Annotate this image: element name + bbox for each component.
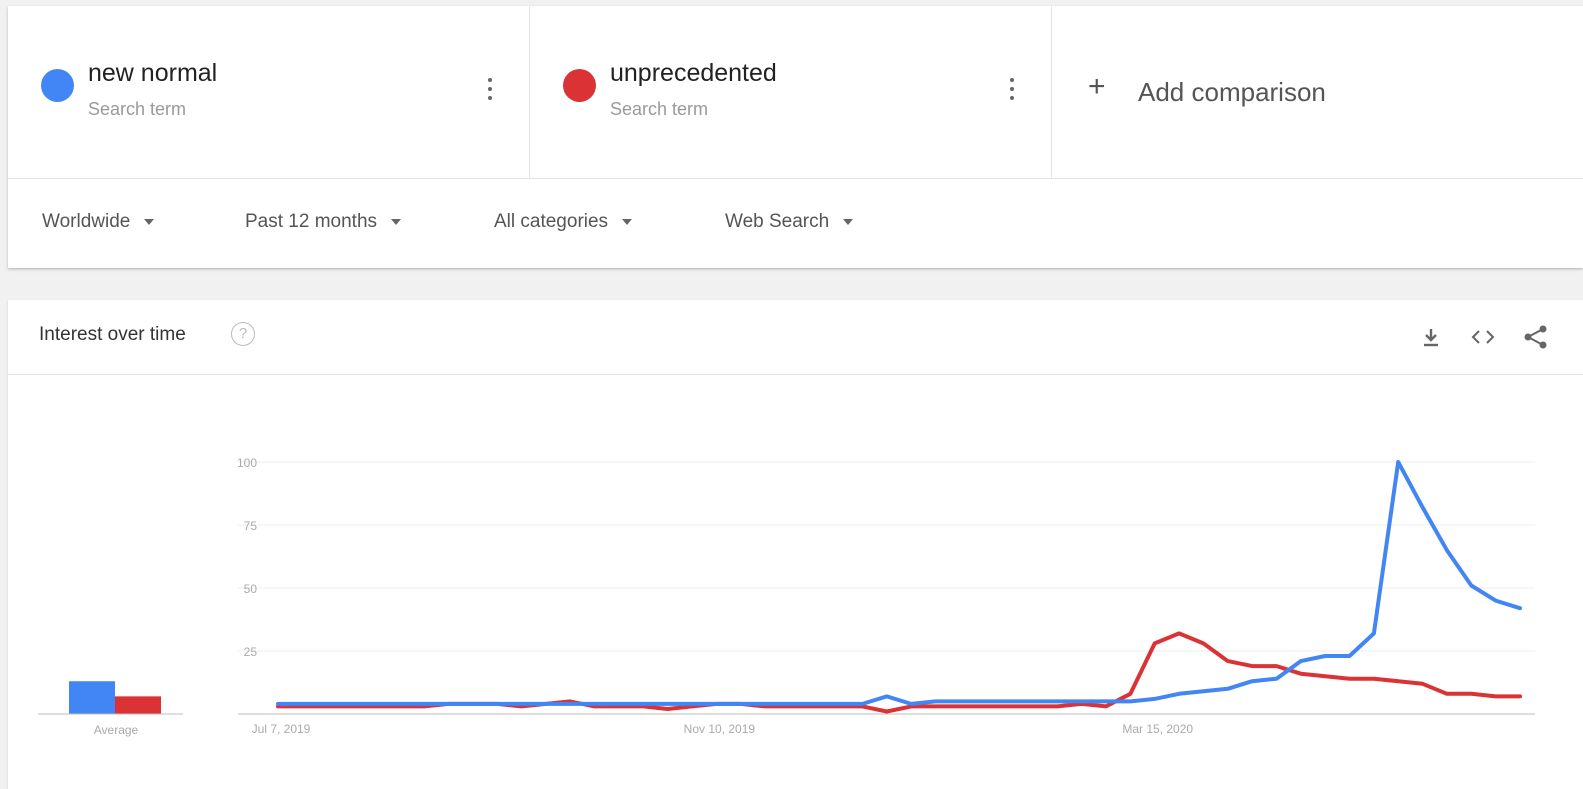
filter-bar: Worldwide Past 12 months All categories … [8,178,1583,268]
download-icon[interactable] [1416,322,1446,352]
embed-icon[interactable] [1468,322,1498,352]
chart-title: Interest over time [39,324,186,345]
region-dropdown[interactable]: Worldwide [42,211,155,233]
add-comparison-label: Add comparison [1138,77,1326,107]
average-label: Average [94,723,139,737]
terms-row: new normal Search term unprecedented Sea… [8,6,1583,178]
search-type-dropdown[interactable]: Web Search [725,211,854,233]
caret-down-icon [391,218,402,225]
more-options-icon[interactable] [1002,74,1022,104]
y-tick-label: 100 [237,456,257,470]
x-tick-label: Mar 15, 2020 [1122,722,1193,736]
search-type-label: Web Search [725,211,830,232]
x-tick-label: Nov 10, 2019 [684,722,756,736]
average-bar [115,696,161,714]
interest-line-chart: 100 75 50 25 Jul 7, 2019 Nov 10, 2019 Mar 15, … [38,456,1535,737]
term-unprecedented[interactable]: unprecedented Search term [530,6,1052,178]
term-name[interactable]: new normal [88,59,218,87]
interest-over-time-card: Interest over time ? 100 75 50 25 Jul 7, 201… [8,300,1583,789]
category-label: All categories [494,211,609,232]
term-color-dot [563,69,596,102]
search-terms-card: new normal Search term unprecedented Sea… [8,6,1583,268]
help-icon[interactable]: ? [231,322,255,346]
term-new-normal[interactable]: new normal Search term [8,6,530,178]
series-line [276,460,1522,706]
plus-icon: + [1088,70,1106,103]
y-tick-label: 50 [244,582,258,596]
time-range-dropdown[interactable]: Past 12 months [245,211,402,233]
share-icon[interactable] [1521,322,1551,352]
chart-header: Interest over time ? [8,300,1583,375]
caret-down-icon [622,218,633,225]
caret-down-icon [144,218,155,225]
add-comparison-button[interactable]: + Add comparison [1052,6,1583,178]
term-type: Search term [88,99,187,119]
term-type: Search term [610,99,709,119]
x-tick-label: Jul 7, 2019 [252,722,311,736]
average-bar [69,681,115,714]
y-tick-label: 75 [244,519,258,533]
time-range-label: Past 12 months [245,211,378,232]
term-color-dot [41,69,74,102]
caret-down-icon [843,218,854,225]
region-label: Worldwide [42,211,131,232]
more-options-icon[interactable] [480,74,500,104]
category-dropdown[interactable]: All categories [494,211,633,233]
term-name[interactable]: unprecedented [610,59,777,87]
y-tick-label: 25 [244,645,258,659]
